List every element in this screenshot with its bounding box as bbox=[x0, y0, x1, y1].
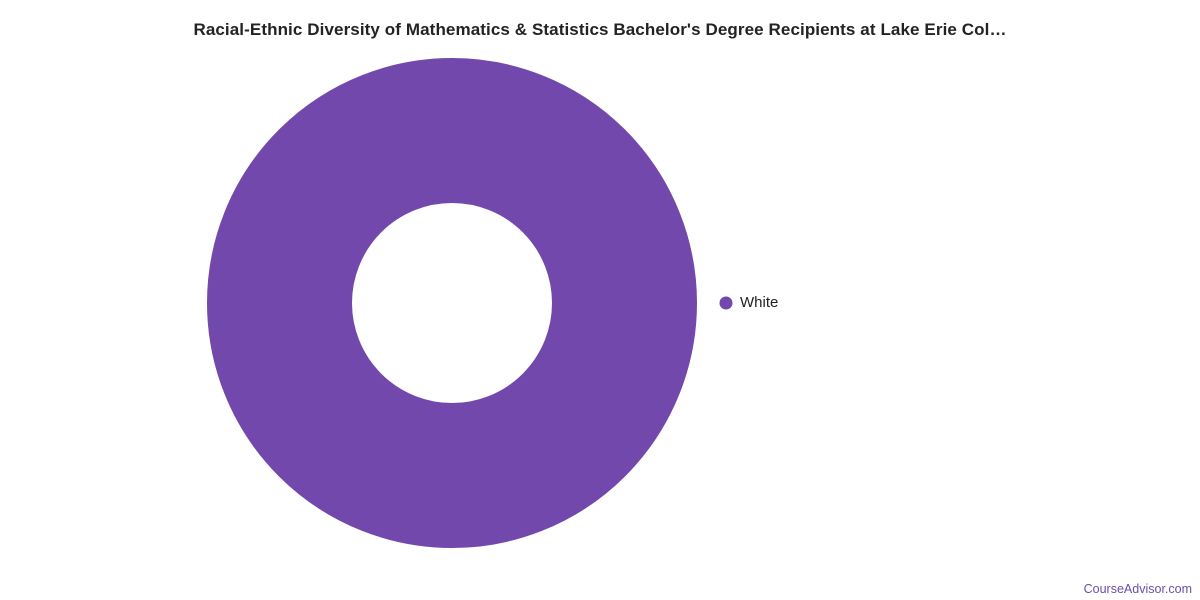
chart-title: Racial-Ethnic Diversity of Mathematics &… bbox=[193, 20, 1007, 39]
courseadvisor-watermark-link[interactable]: CourseAdvisor.com bbox=[1083, 582, 1192, 596]
legend-label-white: White bbox=[740, 294, 779, 311]
legend-marker-white-icon bbox=[719, 296, 733, 309]
donut-slice-white[interactable] bbox=[207, 58, 697, 548]
legend[interactable]: White bbox=[719, 294, 778, 311]
legend-marker-circle bbox=[719, 296, 733, 309]
